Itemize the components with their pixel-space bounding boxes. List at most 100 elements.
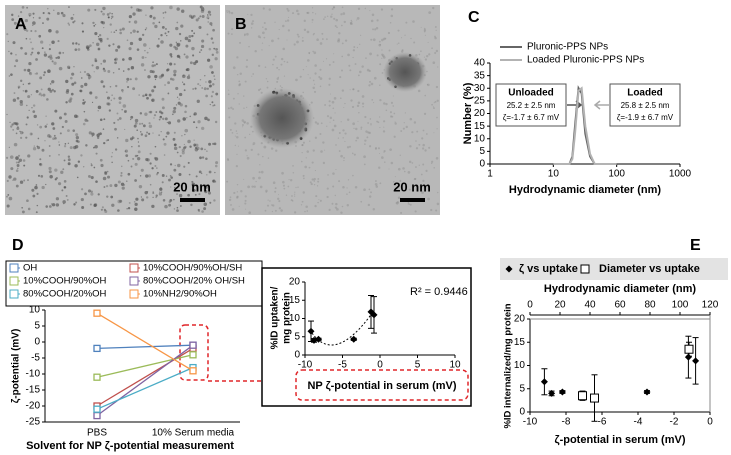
- particle: [21, 210, 25, 214]
- particle: [148, 122, 151, 125]
- texture: [278, 29, 280, 31]
- texture: [277, 76, 279, 78]
- particle: [117, 180, 121, 184]
- particle: [19, 99, 23, 104]
- particle: [144, 93, 148, 97]
- texture: [331, 8, 334, 11]
- y-tick-label: 35: [474, 70, 486, 81]
- texture: [343, 159, 345, 162]
- texture: [292, 171, 295, 174]
- particle: [156, 44, 160, 48]
- particle: [203, 207, 207, 211]
- particle: [46, 123, 48, 125]
- texture: [393, 184, 395, 186]
- texture: [337, 38, 341, 41]
- particle: [54, 168, 58, 172]
- texture: [227, 159, 230, 162]
- texture: [260, 142, 263, 145]
- particle: [7, 40, 9, 43]
- particle: [132, 29, 136, 33]
- texture: [423, 112, 427, 115]
- particle: [107, 102, 111, 106]
- texture: [244, 80, 247, 83]
- texture: [421, 191, 424, 194]
- particle: [128, 201, 131, 204]
- data-line: [96, 354, 194, 378]
- particle: [6, 195, 8, 198]
- texture: [365, 57, 367, 59]
- particle: [176, 7, 180, 11]
- particle: [28, 109, 30, 111]
- particle: [188, 35, 192, 38]
- texture: [235, 164, 238, 168]
- texture: [309, 140, 311, 142]
- texture: [414, 177, 417, 180]
- particle: [214, 78, 216, 80]
- particle: [115, 29, 117, 32]
- texture: [319, 132, 322, 135]
- texture: [305, 66, 307, 68]
- particle: [95, 180, 98, 183]
- particle: [45, 183, 47, 186]
- texture: [362, 105, 364, 108]
- texture: [228, 10, 230, 13]
- y-axis-title: mg protein: [282, 292, 293, 344]
- particle: [152, 191, 155, 193]
- particle: [21, 131, 24, 134]
- particle: [27, 68, 31, 73]
- texture: [366, 136, 369, 139]
- texture: [231, 28, 234, 31]
- texture: [333, 97, 337, 100]
- particle: [62, 168, 65, 171]
- texture: [372, 28, 375, 31]
- annotation-box: [609, 83, 681, 127]
- data-line: [96, 312, 194, 372]
- texture: [341, 205, 344, 208]
- particle: [18, 158, 23, 162]
- texture: [339, 76, 342, 79]
- texture: [326, 125, 328, 127]
- particle: [106, 170, 109, 173]
- particle: [212, 83, 215, 86]
- texture: [287, 16, 290, 18]
- texture: [324, 104, 327, 106]
- texture: [364, 139, 367, 142]
- texture: [383, 150, 386, 153]
- x-tick-label: -8: [562, 417, 571, 428]
- texture: [391, 115, 394, 118]
- particle: [111, 152, 113, 154]
- particle: [181, 9, 185, 13]
- texture: [409, 145, 412, 148]
- particle: [213, 47, 216, 50]
- texture: [392, 105, 394, 107]
- particle: [58, 144, 61, 146]
- texture: [331, 128, 335, 132]
- marker: [350, 335, 358, 343]
- particle: [110, 195, 114, 199]
- particle: [119, 199, 123, 203]
- texture: [232, 66, 236, 70]
- particle: [171, 113, 174, 116]
- texture: [358, 112, 360, 114]
- particle: [191, 180, 194, 183]
- particle: [62, 200, 66, 204]
- x-tick-label: 100: [608, 169, 625, 180]
- texture: [320, 150, 323, 153]
- texture: [353, 153, 356, 156]
- texture: [361, 95, 365, 98]
- particle: [43, 53, 48, 57]
- texture: [313, 177, 316, 181]
- particle: [72, 21, 75, 24]
- particle: [183, 89, 186, 92]
- particle: [177, 163, 181, 168]
- texture: [369, 118, 372, 120]
- texture: [422, 129, 425, 132]
- particle: [121, 27, 125, 31]
- texture: [252, 176, 255, 180]
- texture: [363, 188, 366, 192]
- particle: [207, 21, 210, 23]
- texture: [368, 188, 371, 191]
- texture: [265, 191, 268, 193]
- texture: [233, 191, 236, 195]
- texture: [353, 46, 356, 49]
